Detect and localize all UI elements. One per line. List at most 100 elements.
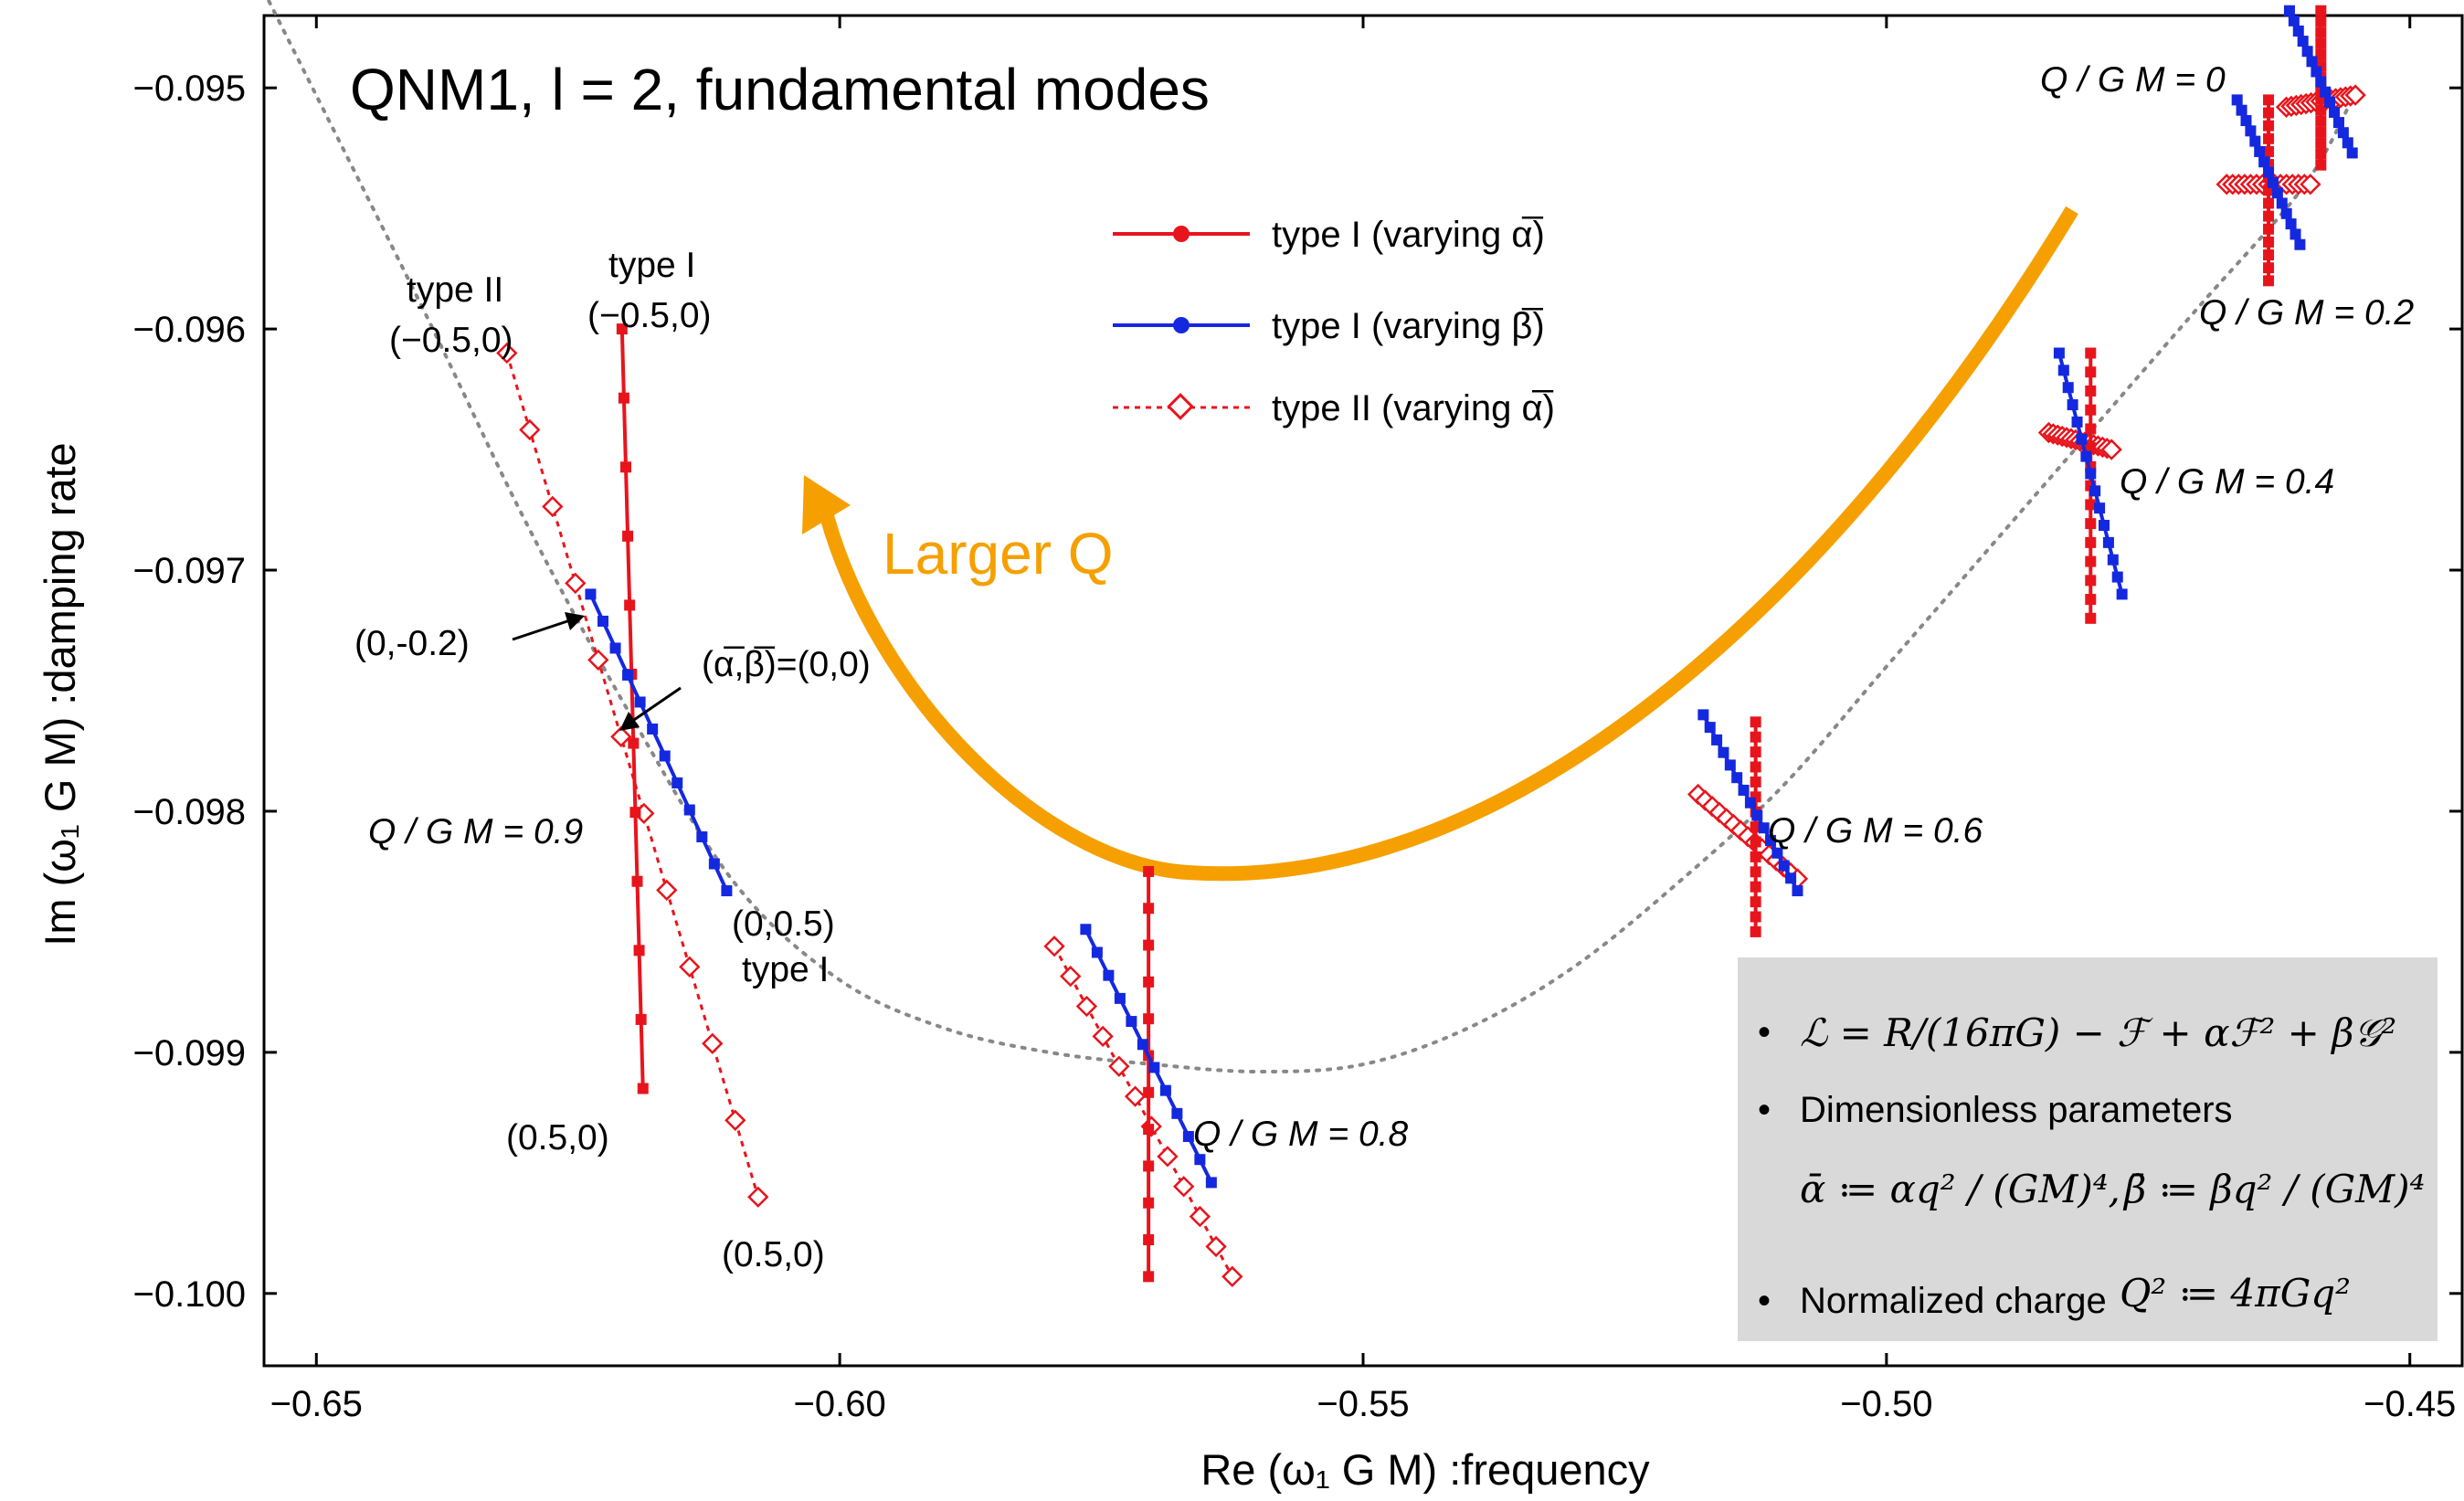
type2-alpha-marker — [702, 1032, 724, 1054]
type1-beta-marker — [647, 723, 659, 735]
type1-alpha-marker — [2315, 5, 2327, 16]
type1-beta-marker — [2062, 382, 2074, 394]
type2-alpha-marker — [519, 418, 541, 441]
type1-beta-marker — [1137, 1039, 1148, 1051]
type2-alpha-line — [1052, 946, 1234, 1278]
x-tick-label: −0.50 — [1840, 1384, 1932, 1424]
type1-alpha-marker — [2085, 499, 2097, 511]
type1-alpha-marker — [1143, 1086, 1155, 1098]
type1-alpha-marker — [2085, 347, 2097, 359]
info-bullet-3: • — [1758, 1281, 1771, 1321]
type2-alpha-marker — [1043, 935, 1065, 957]
type2-alpha-marker — [747, 1186, 769, 1208]
type1-alpha-marker — [2263, 107, 2275, 119]
type1-beta-marker — [1771, 847, 1783, 859]
type2-alpha-marker — [656, 879, 678, 902]
type2-alpha-marker — [1189, 1205, 1211, 1228]
type1-beta-marker — [1718, 746, 1729, 758]
type1-alpha-marker — [1750, 911, 1761, 923]
legend-label-type2-alpha: type II (varying α̅) — [1272, 388, 1555, 428]
background-curve-layer — [266, 0, 2360, 1074]
type1-alpha-marker — [2085, 575, 2097, 587]
type1-alpha-marker — [1750, 866, 1761, 878]
type1-beta-marker — [2332, 117, 2344, 129]
info-item3-math: Q² ≔ 4πGq² — [2120, 1271, 2351, 1316]
type2-alpha-marker — [587, 649, 609, 671]
type1-alpha-marker — [2085, 612, 2097, 624]
type1-alpha-marker — [1143, 1160, 1155, 1172]
type1-alpha-marker — [2315, 137, 2327, 149]
type1-alpha-marker — [635, 1013, 647, 1025]
mode-label-q09: Q / G M = 0.9 — [368, 812, 583, 851]
tick-layer: −0.65 −0.60 −0.55 −0.50 −0.45 −0.095 −0.096 −0.… — [133, 16, 2462, 1424]
type1-alpha-marker — [2315, 26, 2327, 38]
type1-beta-marker — [1744, 797, 1756, 809]
series-type1-alpha-mode-1 — [2263, 94, 2275, 287]
mode-label-q06: Q / G M = 0.6 — [1768, 811, 1983, 851]
type2-alpha-marker — [679, 956, 701, 978]
type1-alpha-marker — [1750, 896, 1761, 908]
y-tick-label: −0.100 — [133, 1274, 246, 1315]
type2-alpha-marker — [1092, 1025, 1114, 1048]
type1-alpha-marker — [622, 530, 634, 542]
type1-alpha-marker — [2315, 16, 2327, 27]
type1-alpha-marker — [2085, 423, 2097, 435]
type1-alpha-marker — [2263, 120, 2275, 132]
series-type1-alpha-mode-4 — [1143, 865, 1155, 1283]
type1-beta-marker — [1778, 860, 1790, 872]
type1-beta-marker — [2306, 56, 2318, 68]
annotation-point-0-05: (0,0.5) — [732, 904, 835, 944]
series-type1-beta-mode-1 — [2231, 94, 2306, 250]
info-item3: Normalized charge — [1800, 1281, 2107, 1321]
type1-alpha-marker — [2085, 594, 2097, 606]
type1-alpha-marker — [637, 1083, 649, 1094]
type1-beta-marker — [2111, 571, 2123, 583]
type1-alpha-marker — [2263, 262, 2275, 274]
series-type1-beta-mode-5 — [585, 588, 733, 897]
type1-alpha-marker — [2085, 555, 2097, 567]
type2-alpha-marker — [724, 1109, 746, 1131]
type1-alpha-marker — [2263, 94, 2275, 106]
type1-beta-marker — [1080, 924, 1092, 935]
info-box: • ℒ = R/(16πG) − ℱ + αℱ² + β𝒢² • Dimensi… — [1738, 957, 2438, 1341]
type2-alpha-marker — [542, 495, 564, 518]
type1-beta-marker — [1091, 946, 1103, 958]
chart-title: QNM1, l = 2, fundamental modes — [350, 57, 1210, 122]
type1-beta-marker — [585, 588, 597, 600]
type1-beta-marker — [634, 696, 646, 708]
type1-beta-marker — [659, 750, 671, 762]
type1-alpha-marker — [2315, 115, 2327, 127]
type1-alpha-marker — [633, 945, 645, 957]
type1-beta-marker — [1194, 1154, 1206, 1166]
type1-alpha-marker — [2085, 536, 2097, 548]
type1-beta-marker — [2324, 96, 2336, 108]
type1-alpha-marker — [1750, 746, 1761, 758]
series-type1-alpha-mode-5 — [616, 323, 649, 1094]
type1-alpha-marker — [2263, 197, 2275, 209]
type1-beta-marker — [2280, 207, 2292, 219]
y-axis-label: Im (ω₁ G M) :damping rate — [36, 442, 84, 946]
type1-beta-marker — [2231, 94, 2243, 106]
type1-alpha-marker — [2315, 126, 2327, 138]
larger-q-label: Larger Q — [883, 521, 1114, 587]
type1-alpha-marker — [1143, 903, 1155, 914]
type1-beta-marker — [696, 831, 708, 843]
type1-beta-marker — [1724, 759, 1736, 771]
type1-beta-marker — [2236, 104, 2247, 116]
y-tick-label: −0.097 — [133, 551, 246, 591]
type1-alpha-marker — [2085, 404, 2097, 416]
type1-alpha-marker — [2315, 104, 2327, 116]
x-tick-label: −0.65 — [270, 1384, 363, 1424]
type1-beta-marker — [2245, 125, 2257, 137]
type1-beta-marker — [2258, 156, 2270, 168]
type1-alpha-marker — [2085, 385, 2097, 396]
type1-alpha-marker — [1143, 939, 1155, 951]
type1-alpha-marker — [2315, 148, 2327, 160]
series-type1-beta-mode-3 — [1697, 709, 1803, 897]
legend-item-type1-alpha: type I (varying α̅) — [1113, 215, 1545, 255]
type1-beta-marker — [2271, 187, 2283, 199]
x-tick-label: −0.45 — [2364, 1384, 2456, 1424]
type1-alpha-marker — [629, 807, 641, 819]
type1-beta-marker — [2346, 147, 2358, 159]
type1-beta-marker — [2320, 86, 2332, 98]
